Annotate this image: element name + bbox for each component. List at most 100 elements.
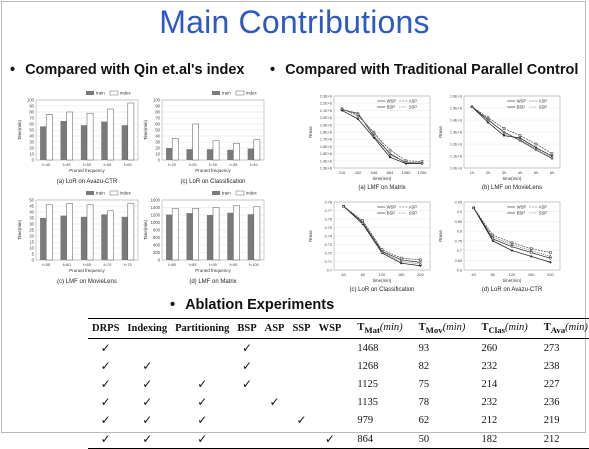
y-tick-label: 30	[155, 140, 160, 145]
legend-label-index: index	[120, 91, 132, 96]
chart-svg: Rmse 0.7 0.71 0.72 0.73 0.74 0.75 0.76 0.77 0.78 4…	[308, 201, 431, 293]
header-t-sub: Ava	[550, 325, 566, 336]
table-row: ✓ ✓ ✓ ✓ 864 50 182 212	[88, 430, 589, 449]
header-t-ava: TAva(min)	[531, 318, 589, 340]
data-point	[361, 221, 365, 225]
line-chart-lor-classification: Rmse 0.7 0.71 0.72 0.73 0.74 0.75 0.76 0.77 0.78 4…	[306, 194, 436, 294]
cell-t-mat: 1135	[357, 397, 378, 409]
cell-partitioning: ✓	[197, 377, 208, 392]
chart-caption: (c) LoR on Classification	[349, 287, 414, 293]
y-tick-label: 1.0E+6	[450, 167, 462, 171]
y-tick-label: 200	[153, 250, 161, 255]
y-tick-label: 100	[153, 98, 161, 103]
plot-frame	[463, 95, 561, 169]
y-tick-label: 100	[27, 98, 35, 103]
data-point	[418, 262, 423, 266]
table-row: ✓ ✓ ✓ ✓ 979 62 212 219	[88, 412, 589, 430]
y-tick-label: 0.76	[325, 218, 332, 222]
cell-bsp: ✓	[241, 377, 253, 392]
legend-swatch-train	[212, 191, 220, 195]
data-point	[510, 249, 514, 252]
series-line-asp	[471, 106, 553, 154]
cell-t-mov: 93	[418, 342, 430, 354]
cell-asp	[260, 430, 289, 449]
legend-label: ASP	[409, 99, 418, 104]
data-point	[529, 255, 533, 258]
y-tick-label: 0.75	[455, 239, 462, 243]
cell-drps: ✓	[100, 395, 111, 410]
x-tick-label: 1296	[418, 170, 428, 175]
chart-caption: (a) LMF on Matrix	[358, 185, 405, 191]
cell-t-clas: 232	[481, 397, 498, 409]
bullet-ablation: • Ablation Experiments	[170, 297, 334, 313]
cell-t-ava: 212	[531, 430, 589, 449]
y-tick-label: 0.95	[455, 201, 462, 205]
data-point	[399, 259, 403, 263]
y-tick-label: 10	[155, 152, 160, 157]
x-tick-label: 120	[509, 272, 516, 277]
data-point	[550, 155, 554, 159]
header-drps: DRPS	[88, 318, 124, 340]
cell-t-mov: 50	[406, 430, 470, 449]
cell-wsp	[315, 412, 346, 430]
bar-train	[121, 216, 128, 260]
data-point	[549, 251, 552, 254]
header-t-letter: T	[418, 322, 426, 333]
cell-t-clas: 214	[481, 379, 498, 391]
slide-title: Main Contributions	[159, 4, 430, 40]
y-tick-label: 600	[153, 235, 161, 240]
x-tick-label: f=25	[189, 162, 198, 167]
data-point	[502, 127, 506, 130]
cell-t-clas: 212	[481, 415, 498, 427]
y-tick-label: 0.71	[325, 260, 332, 264]
cell-partitioning	[171, 339, 233, 358]
x-tick-label: f=70	[103, 262, 112, 267]
y-tick-label: 0.8	[457, 230, 462, 234]
x-tick-label: 160	[398, 272, 405, 277]
y-tick-label: 90	[29, 104, 34, 109]
data-point	[388, 153, 392, 157]
cell-t-clas: 260	[481, 342, 498, 354]
header-unit: (min)	[379, 322, 403, 333]
data-point	[404, 160, 408, 164]
x-axis-label: Pruned frequency	[69, 168, 105, 173]
x-tick-label: 40	[518, 170, 523, 175]
x-tick-label: f=55	[42, 262, 51, 267]
cell-t-mov: 75	[418, 379, 430, 391]
y-tick-label: 40	[29, 134, 34, 139]
y-tick-label: 80	[155, 110, 160, 115]
data-point	[502, 131, 506, 135]
chart-svg: Time(min) 0 200 400 600 800 1000 1200 1400 1600 tr…	[143, 191, 265, 285]
cell-partitioning: ✓	[171, 430, 234, 449]
bar-index	[253, 139, 261, 161]
data-point	[399, 256, 403, 260]
data-point	[341, 204, 346, 208]
header-asp: ASP	[260, 318, 289, 340]
bar-index	[253, 206, 261, 261]
x-axis-label: Pruned frequency	[195, 268, 231, 273]
bullet-qin-comparison: • Compared with Qin et.al's index	[10, 62, 244, 78]
legend-label: ASP	[539, 99, 548, 104]
chart-caption: (d) LMF on Matrix	[189, 279, 236, 285]
bullet-dot: •	[270, 62, 276, 78]
cell-asp	[261, 375, 289, 393]
cell-t-mov: 78	[418, 397, 430, 409]
chart-caption: (d) LoR on Avazu-CTR	[482, 287, 543, 293]
bullet-dot: •	[170, 297, 176, 313]
bar-train	[227, 212, 234, 260]
y-tick-label: 2.3E+6	[320, 95, 332, 99]
legend-label-train: train	[96, 191, 105, 196]
y-tick-label: 1.6E+6	[450, 95, 462, 99]
bar-index	[192, 123, 199, 161]
y-tick-label: 0	[158, 258, 161, 263]
y-tick-label: 1.3E+6	[320, 167, 332, 171]
legend-label: ASP	[409, 205, 418, 210]
legend-label: SSP	[409, 211, 418, 216]
cell-ssp	[288, 394, 314, 412]
y-tick-label: 0	[32, 258, 35, 263]
x-tick-label: 432	[355, 170, 362, 175]
bar-index	[86, 204, 94, 261]
header-t-sub: Mov	[425, 325, 443, 336]
